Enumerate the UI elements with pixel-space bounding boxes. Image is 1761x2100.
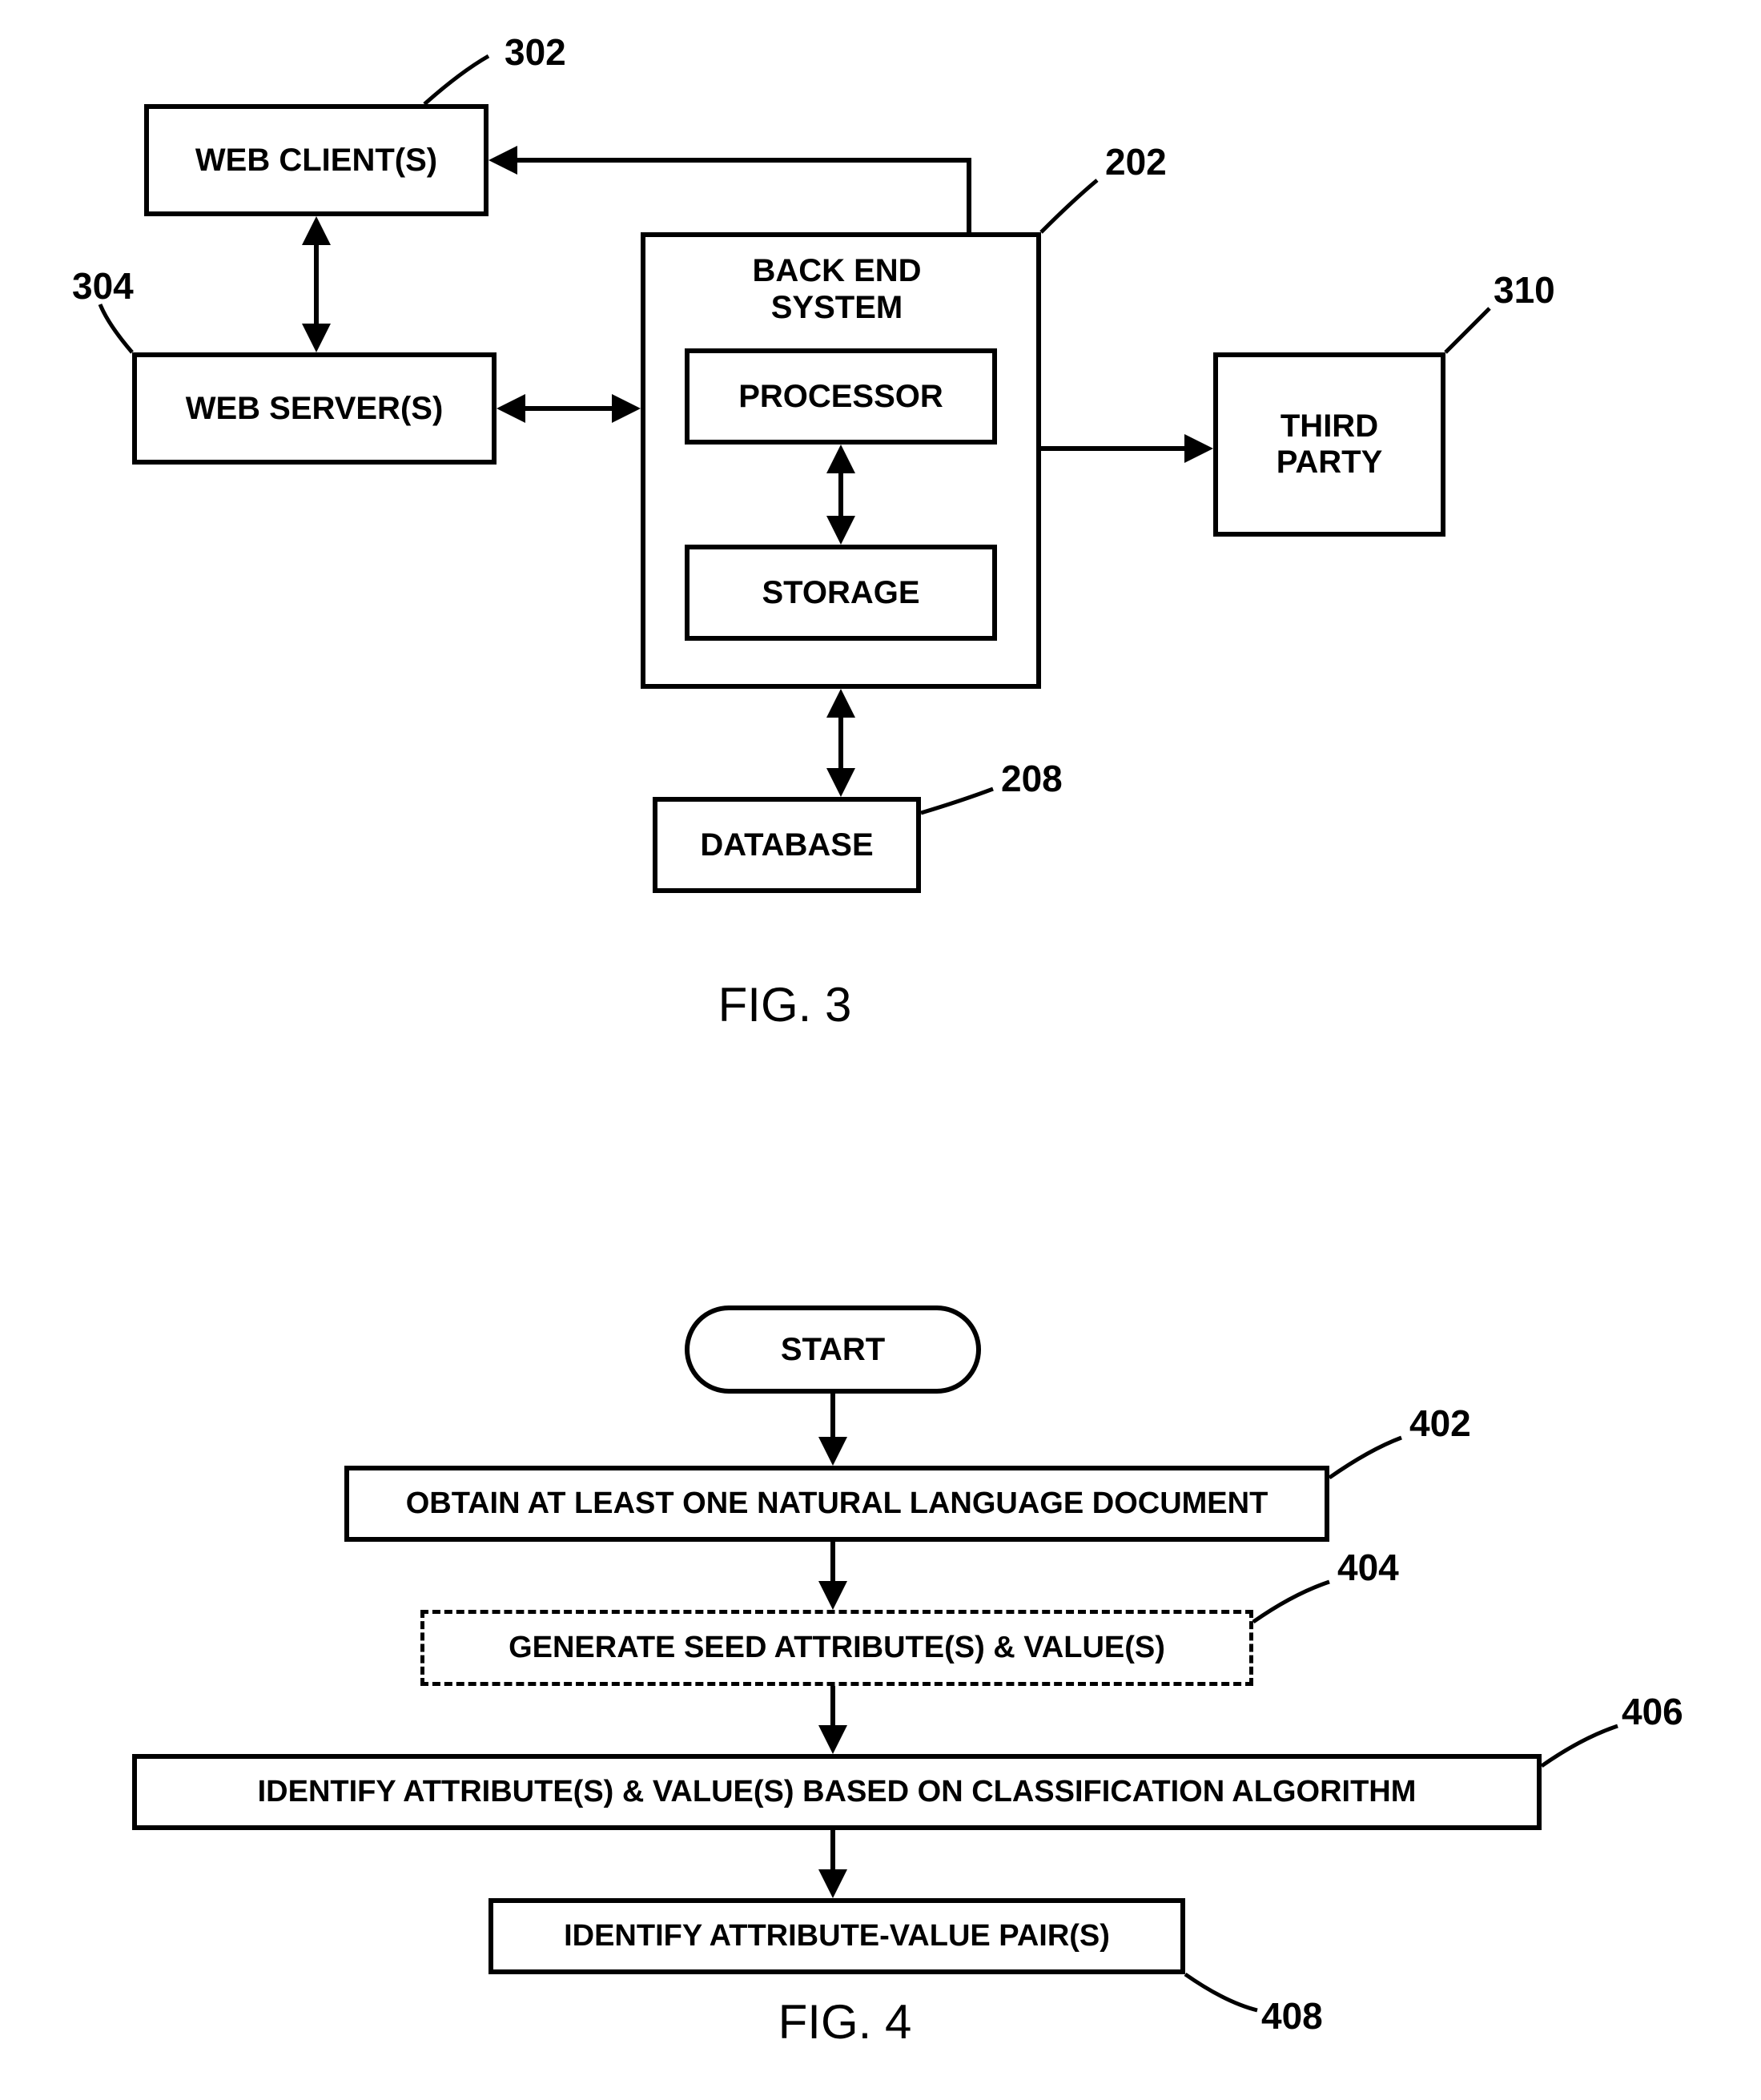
processor-box: PROCESSOR bbox=[685, 348, 997, 445]
leader-406 bbox=[1542, 1726, 1618, 1766]
leader-310 bbox=[1445, 308, 1490, 352]
storage-box: STORAGE bbox=[685, 545, 997, 641]
leader-208 bbox=[921, 789, 993, 813]
step-404-box: GENERATE SEED ATTRIBUTE(S) & VALUE(S) bbox=[420, 1610, 1253, 1686]
third-party-label: THIRD PARTY bbox=[1277, 408, 1383, 481]
fig4-caption: FIG. 4 bbox=[725, 1994, 965, 2050]
leader-304 bbox=[100, 304, 132, 352]
arrow-backend-webclient bbox=[493, 160, 969, 232]
step-404-label: GENERATE SEED ATTRIBUTE(S) & VALUE(S) bbox=[509, 1631, 1165, 1665]
start-box: START bbox=[685, 1305, 981, 1394]
step-402-label: OBTAIN AT LEAST ONE NATURAL LANGUAGE DOC… bbox=[406, 1486, 1268, 1521]
web-server-label: WEB SERVER(S) bbox=[186, 391, 444, 427]
web-client-label: WEB CLIENT(S) bbox=[195, 143, 437, 179]
ref-406: 406 bbox=[1622, 1690, 1683, 1733]
database-box: DATABASE bbox=[653, 797, 921, 893]
ref-404: 404 bbox=[1337, 1546, 1399, 1589]
storage-label: STORAGE bbox=[762, 575, 919, 611]
ref-408: 408 bbox=[1261, 1994, 1323, 2038]
web-client-box: WEB CLIENT(S) bbox=[144, 104, 488, 216]
leader-302 bbox=[424, 56, 488, 104]
ref-202: 202 bbox=[1105, 140, 1167, 183]
fig3-caption: FIG. 3 bbox=[665, 977, 905, 1032]
ref-402: 402 bbox=[1409, 1402, 1471, 1445]
processor-label: PROCESSOR bbox=[738, 379, 943, 415]
leader-402 bbox=[1329, 1438, 1401, 1478]
ref-304: 304 bbox=[72, 264, 134, 308]
step-402-box: OBTAIN AT LEAST ONE NATURAL LANGUAGE DOC… bbox=[344, 1466, 1329, 1542]
ref-302: 302 bbox=[505, 30, 566, 74]
start-label: START bbox=[781, 1332, 885, 1368]
leader-202 bbox=[1041, 180, 1097, 232]
step-408-label: IDENTIFY ATTRIBUTE-VALUE PAIR(S) bbox=[564, 1919, 1110, 1953]
backend-title: BACK END SYSTEM bbox=[685, 252, 989, 326]
third-party-box: THIRD PARTY bbox=[1213, 352, 1445, 537]
leader-404 bbox=[1253, 1582, 1329, 1622]
ref-310: 310 bbox=[1494, 268, 1555, 312]
step-408-box: IDENTIFY ATTRIBUTE-VALUE PAIR(S) bbox=[488, 1898, 1185, 1974]
step-406-label: IDENTIFY ATTRIBUTE(S) & VALUE(S) BASED O… bbox=[258, 1775, 1417, 1809]
ref-208: 208 bbox=[1001, 757, 1063, 800]
step-406-box: IDENTIFY ATTRIBUTE(S) & VALUE(S) BASED O… bbox=[132, 1754, 1542, 1830]
leader-408 bbox=[1185, 1974, 1257, 2010]
web-server-box: WEB SERVER(S) bbox=[132, 352, 497, 465]
page: WEB CLIENT(S) WEB SERVER(S) BACK END SYS… bbox=[0, 0, 1761, 2100]
database-label: DATABASE bbox=[700, 827, 873, 863]
